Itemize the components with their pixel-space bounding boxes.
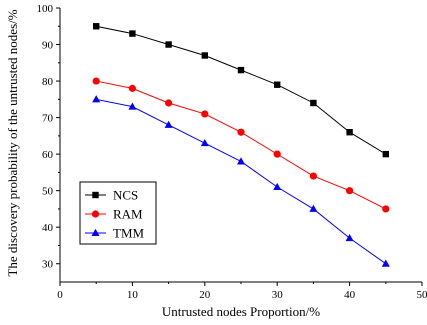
series-tmm bbox=[92, 95, 390, 267]
data-point-ncs bbox=[346, 129, 353, 136]
x-tick-label: 30 bbox=[272, 289, 284, 301]
legend-marker-ram bbox=[91, 210, 100, 218]
data-point-tmm bbox=[164, 120, 173, 128]
data-point-ram bbox=[309, 172, 317, 180]
series-ncs bbox=[93, 23, 389, 158]
x-tick-label: 50 bbox=[417, 289, 427, 301]
tick-labels: 0 10 20 30 40 50 30 40 50 60 70 80 90 100 bbox=[37, 3, 427, 301]
series-ram bbox=[92, 77, 390, 213]
data-point-ram bbox=[128, 84, 136, 92]
data-point-ram bbox=[382, 205, 390, 213]
x-tick-label: 10 bbox=[127, 289, 139, 301]
data-point-tmm bbox=[128, 102, 137, 110]
data-point-ram bbox=[346, 187, 354, 195]
x-tick-label: 20 bbox=[199, 289, 211, 301]
data-point-ram bbox=[92, 77, 100, 85]
data-point-tmm bbox=[237, 157, 245, 165]
y-tick-label: 60 bbox=[42, 149, 54, 161]
legend-label-tmm: TMM bbox=[113, 226, 145, 241]
legend: NCS RAM TMM bbox=[79, 181, 157, 245]
x-axis-label: Untrusted nodes Proportion/% bbox=[162, 304, 320, 319]
data-point-ncs bbox=[93, 23, 100, 30]
data-point-ram bbox=[237, 128, 245, 136]
y-tick-label: 100 bbox=[37, 3, 54, 15]
data-point-ncs bbox=[165, 41, 172, 48]
data-point-ncs bbox=[310, 99, 317, 107]
y-tick-label: 30 bbox=[42, 259, 54, 271]
data-point-tmm bbox=[381, 259, 390, 267]
y-axis-label: The discovery probability of the untrust… bbox=[5, 9, 20, 276]
data-point-ncs bbox=[201, 52, 208, 59]
legend-label-ram: RAM bbox=[113, 207, 143, 222]
data-point-ncs bbox=[129, 30, 136, 37]
series-group bbox=[92, 23, 390, 267]
legend-item-ncs: NCS bbox=[85, 188, 138, 203]
data-point-tmm bbox=[200, 138, 209, 147]
y-tick-label: 90 bbox=[42, 40, 54, 52]
x-tick-label: 0 bbox=[57, 289, 63, 301]
data-point-ncs bbox=[382, 150, 389, 158]
legend-item-ram: RAM bbox=[85, 207, 143, 222]
legend-label-ncs: NCS bbox=[113, 188, 138, 203]
data-point-ncs bbox=[274, 81, 281, 88]
tick-marks bbox=[56, 7, 423, 286]
legend-marker-ncs bbox=[92, 191, 99, 199]
y-tick-label: 70 bbox=[42, 113, 54, 125]
y-tick-label: 80 bbox=[42, 76, 54, 88]
data-point-tmm bbox=[345, 233, 354, 242]
legend-item-tmm: TMM bbox=[85, 226, 145, 241]
y-tick-label: 50 bbox=[42, 186, 54, 198]
legend-marker-tmm bbox=[91, 228, 100, 236]
data-point-ncs bbox=[237, 66, 245, 74]
data-point-tmm bbox=[92, 95, 101, 103]
y-tick-label: 40 bbox=[42, 222, 54, 234]
x-tick-label: 40 bbox=[344, 289, 356, 301]
data-point-ram bbox=[201, 110, 209, 118]
data-point-tmm bbox=[309, 204, 318, 212]
data-point-ram bbox=[273, 150, 281, 158]
data-point-ram bbox=[165, 99, 173, 107]
data-point-tmm bbox=[273, 182, 282, 191]
